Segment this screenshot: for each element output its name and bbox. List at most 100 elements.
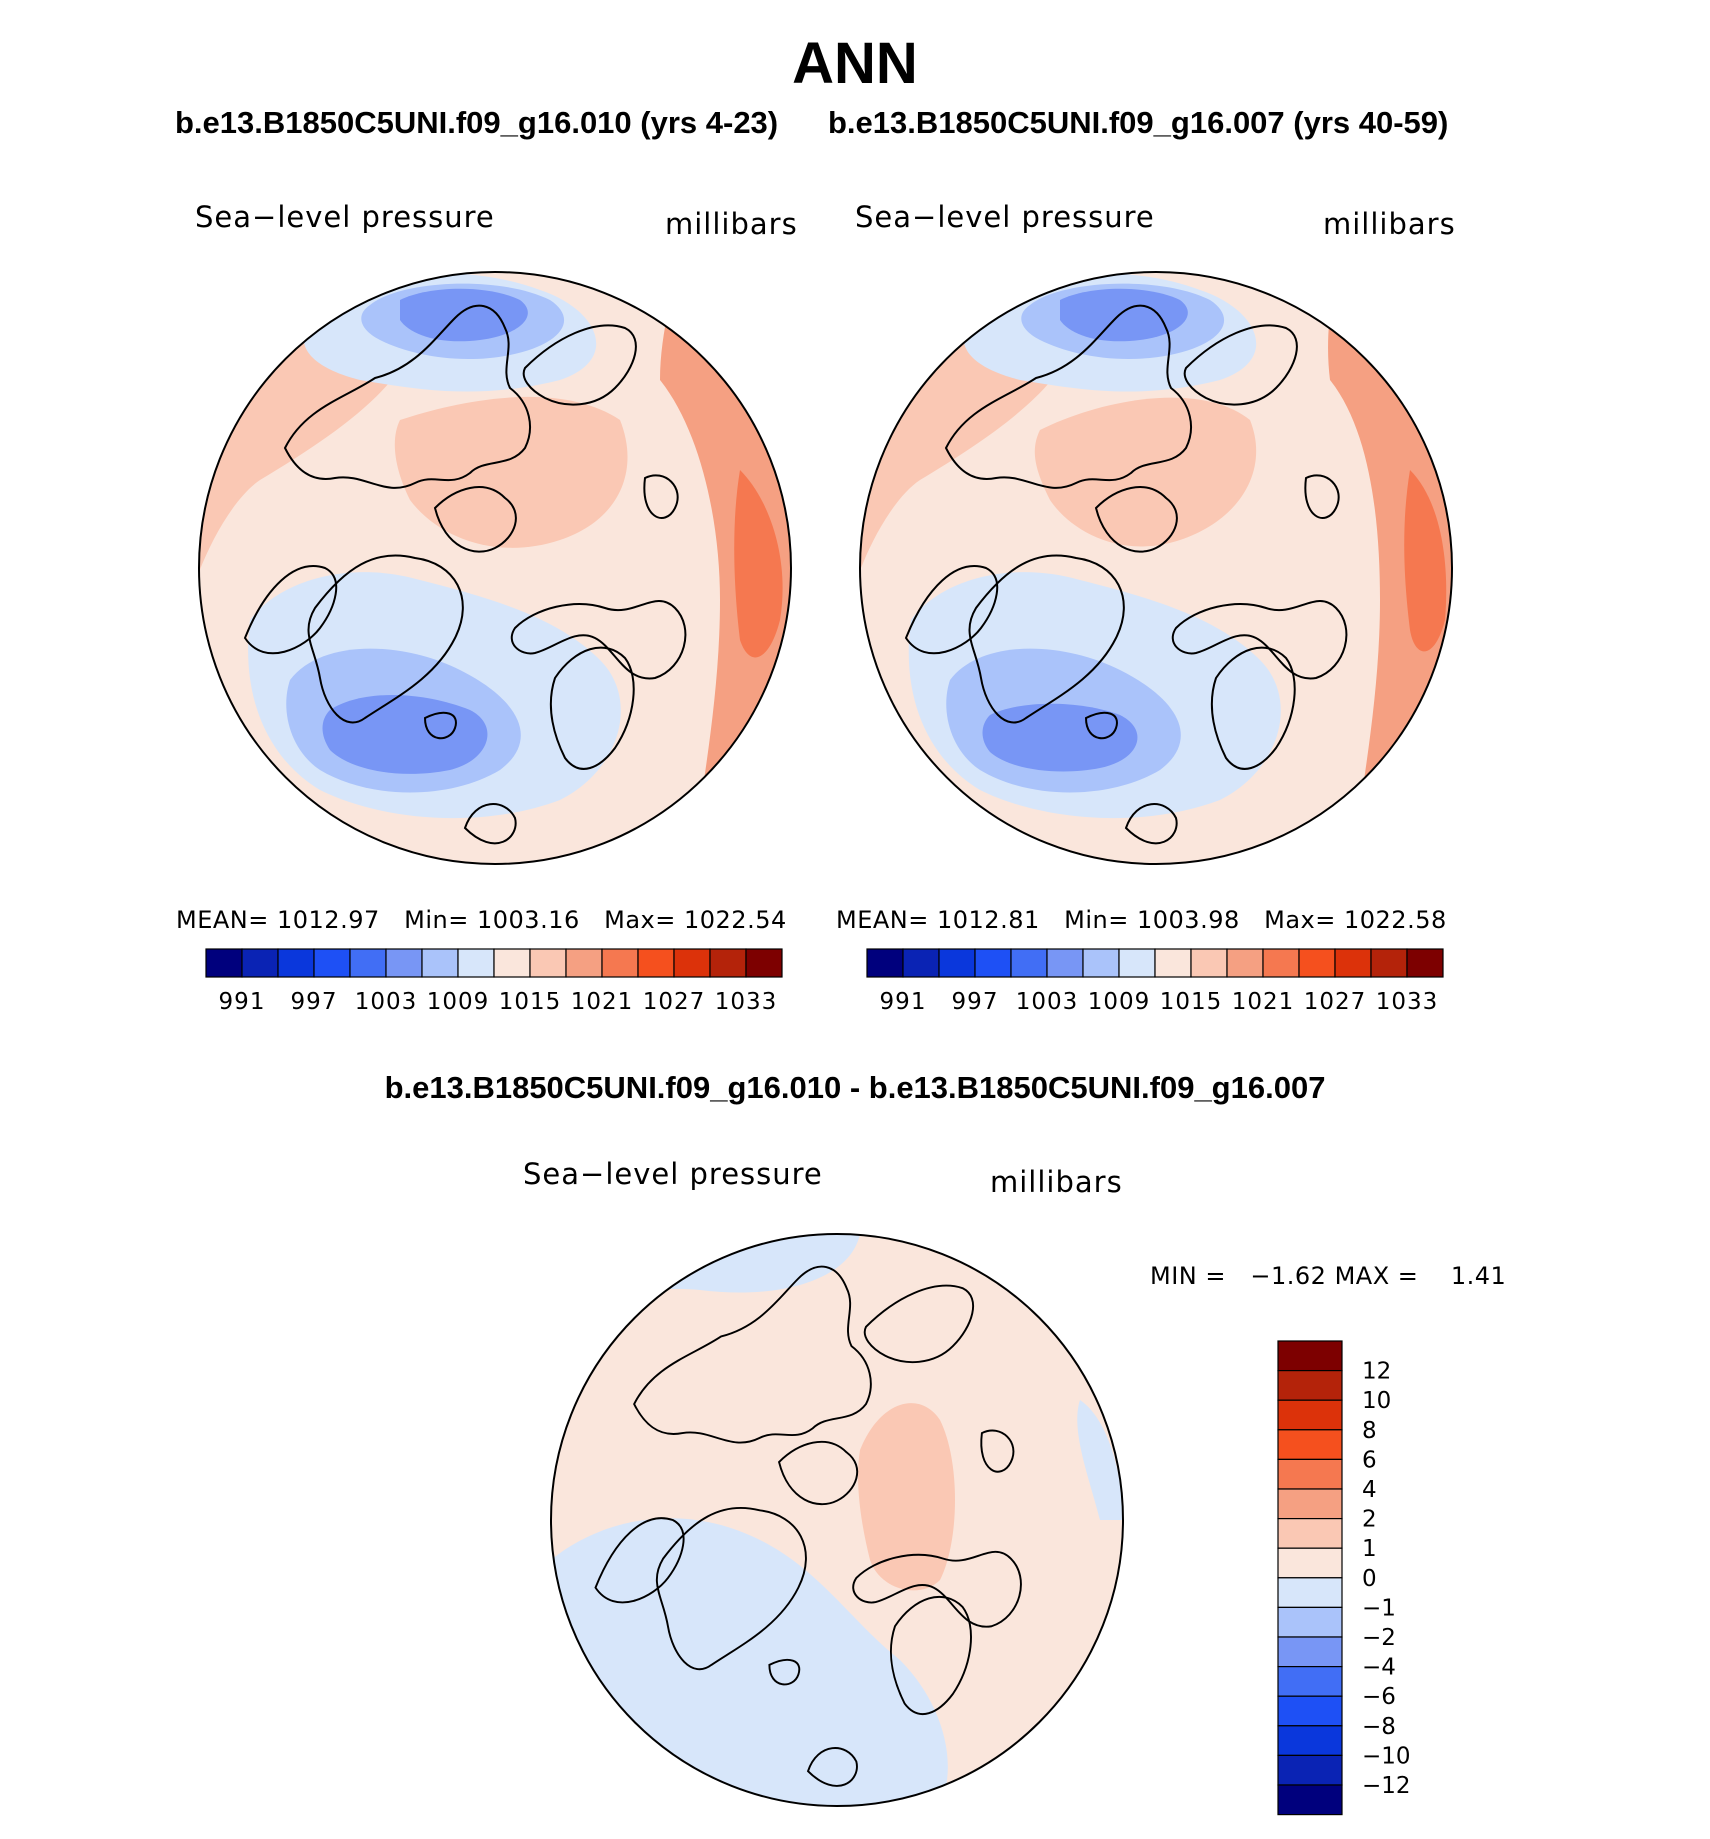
panel2-map-boundary bbox=[859, 271, 1453, 865]
panel3-colorbar-tick-label: −8 bbox=[1362, 1714, 1396, 1740]
panel1-field-low-atlantic-core bbox=[322, 695, 488, 774]
panel1-colorbar-swatch bbox=[277, 948, 315, 978]
panel2-colorbar-swatch bbox=[1334, 948, 1372, 978]
panel2-min-label: Min= bbox=[1064, 906, 1129, 934]
panel2-colorbar-tick-label: 1033 bbox=[1376, 989, 1439, 1015]
panel2-colorbar-tick-label: 1021 bbox=[1232, 989, 1295, 1015]
panel1-min-value: 1003.16 bbox=[476, 906, 580, 934]
panel1-mean-value: 1012.97 bbox=[277, 906, 380, 934]
panel3-colorbar-swatch bbox=[1277, 1695, 1343, 1727]
panel3-colorbar-tick-label: −12 bbox=[1362, 1773, 1411, 1799]
panel3-max-label: MAX = bbox=[1334, 1262, 1419, 1290]
panel3-colorbar-tick-label: 6 bbox=[1362, 1447, 1377, 1473]
panel2-colorbar-swatch bbox=[1046, 948, 1084, 978]
panel3-colorbar-swatch bbox=[1277, 1547, 1343, 1579]
panel3-colorbar-tick-label: −4 bbox=[1362, 1655, 1396, 1681]
panel1-field-high-core bbox=[734, 470, 783, 658]
panel1-max-value: 1022.54 bbox=[684, 906, 787, 934]
panel1-colorbar-swatch bbox=[709, 948, 747, 978]
panel3-colorbar-tick-label: −6 bbox=[1362, 1684, 1396, 1710]
panel2-colorbar-swatch bbox=[974, 948, 1012, 978]
panel2-colorbar-swatch bbox=[1262, 948, 1300, 978]
panel3-map-boundary bbox=[550, 1233, 1124, 1807]
panel3-colorbar-tick-label: 12 bbox=[1362, 1359, 1391, 1385]
panel3-colorbar-swatch bbox=[1277, 1606, 1343, 1638]
panel1-colorbar-swatch bbox=[205, 948, 243, 978]
panel3-colorbar-tick-label: 4 bbox=[1362, 1477, 1377, 1503]
panel3-colorbar-swatch bbox=[1277, 1725, 1343, 1757]
panel2-max-label: Max= bbox=[1264, 906, 1336, 934]
panel3-units-label: millibars bbox=[990, 1165, 1123, 1199]
panel3-colorbar-swatch bbox=[1277, 1488, 1343, 1520]
panel1-colorbar-swatch bbox=[349, 948, 387, 978]
panel2-units-label: millibars bbox=[1323, 207, 1456, 241]
panel2-field-high-pole bbox=[1034, 397, 1257, 547]
panel1-colorbar-tick-label: 1027 bbox=[643, 989, 706, 1015]
panel3-colorbar-swatch bbox=[1277, 1458, 1343, 1490]
panel1-colorbar-swatch bbox=[529, 948, 567, 978]
panel3-field-neg-east bbox=[1077, 1400, 1123, 1520]
panel1-variable-label: Sea−level pressure bbox=[195, 200, 495, 234]
panel2-min-value: 1003.98 bbox=[1136, 906, 1240, 934]
panel3-colorbar-tick-label: −10 bbox=[1362, 1743, 1411, 1769]
figure-title: ANN bbox=[792, 31, 918, 96]
panel3-max-value: 1.41 bbox=[1450, 1262, 1507, 1290]
panel2-map bbox=[859, 271, 1453, 865]
panel2-colorbar-swatch bbox=[1118, 948, 1156, 978]
panel1-colorbar-tick-label: 991 bbox=[219, 989, 266, 1015]
panel1-colorbar-swatch bbox=[493, 948, 531, 978]
panel2-colorbar-swatch bbox=[1226, 948, 1264, 978]
panel3-colorbar-swatch bbox=[1277, 1665, 1343, 1697]
panel3-colorbar-swatch bbox=[1277, 1636, 1343, 1668]
panel3-colorbar-tick-label: 10 bbox=[1362, 1388, 1391, 1414]
panel1-max-label: Max= bbox=[604, 906, 676, 934]
panel2-colorbar-tick-label: 997 bbox=[952, 989, 999, 1015]
panel3-colorbar-tick-label: 0 bbox=[1362, 1566, 1377, 1592]
panel2-mean-label: MEAN= bbox=[836, 906, 929, 934]
panel2-colorbar-tick-label: 1009 bbox=[1088, 989, 1151, 1015]
panel2-colorbar-swatch bbox=[1190, 948, 1228, 978]
panel1-colorbar-swatch bbox=[745, 948, 783, 978]
panel3-colorbar-swatch bbox=[1277, 1517, 1343, 1549]
panel1-units-label: millibars bbox=[665, 207, 798, 241]
panel1-map bbox=[198, 271, 792, 865]
panel1-colorbar-tick-label: 1021 bbox=[571, 989, 634, 1015]
panel3-colorbar-tick-label: −2 bbox=[1362, 1625, 1396, 1651]
difference-title: b.e13.B1850C5UNI.f09_g16.010 - b.e13.B18… bbox=[384, 1070, 1326, 1105]
panel3-variable-label: Sea−level pressure bbox=[523, 1157, 823, 1191]
panel1-mean-label: MEAN= bbox=[176, 906, 269, 934]
panel1-colorbar-swatch bbox=[313, 948, 351, 978]
panel3-stats: MIN = −1.62 MAX = 1.41 bbox=[1150, 1262, 1506, 1290]
panel3-field-neg-atlantic bbox=[551, 1518, 948, 1806]
panel3-min-label: MIN = bbox=[1150, 1262, 1226, 1290]
panel2-colorbar-tick-label: 1015 bbox=[1160, 989, 1223, 1015]
panel2-mean-value: 1012.81 bbox=[937, 906, 1040, 934]
panel1-colorbar-swatch bbox=[601, 948, 639, 978]
panel2-field-low-pacific-core bbox=[1060, 288, 1188, 342]
panel1-colorbar-tick-label: 1015 bbox=[499, 989, 562, 1015]
panel3-colorbar-tick-label: −1 bbox=[1362, 1595, 1396, 1621]
panel2-colorbar-tick-label: 1027 bbox=[1304, 989, 1367, 1015]
panel1-colorbar-swatch bbox=[457, 948, 495, 978]
panel2-colorbar-swatch bbox=[902, 948, 940, 978]
panel1-field-low-pacific-core bbox=[400, 288, 528, 342]
panel3-colorbar-swatch bbox=[1277, 1429, 1343, 1461]
panel2-colorbar-swatch bbox=[1370, 948, 1408, 978]
panel3-colorbar-swatch bbox=[1277, 1340, 1343, 1372]
panel2-colorbar-swatch bbox=[938, 948, 976, 978]
panel1-colorbar-swatch bbox=[565, 948, 603, 978]
panel3-colorbar-swatch bbox=[1277, 1784, 1343, 1816]
panel3-min-value: −1.62 bbox=[1250, 1262, 1327, 1290]
panel1-colorbar-tick-label: 997 bbox=[291, 989, 338, 1015]
panel1-colorbar-swatch bbox=[421, 948, 459, 978]
panel3-colorbar-swatch bbox=[1277, 1399, 1343, 1431]
panel2-colorbar-tick-label: 1003 bbox=[1016, 989, 1079, 1015]
panel2-field-low-atlantic-core bbox=[982, 703, 1138, 772]
panel1-subtitle: b.e13.B1850C5UNI.f09_g16.010 (yrs 4-23) bbox=[175, 105, 779, 140]
panel1-stats: MEAN= 1012.97 Min= 1003.16 Max= 1022.54 bbox=[176, 906, 787, 934]
panel2-variable-label: Sea−level pressure bbox=[855, 200, 1155, 234]
panel3-colorbar-swatch bbox=[1277, 1577, 1343, 1609]
panel3-map bbox=[550, 1233, 1124, 1807]
